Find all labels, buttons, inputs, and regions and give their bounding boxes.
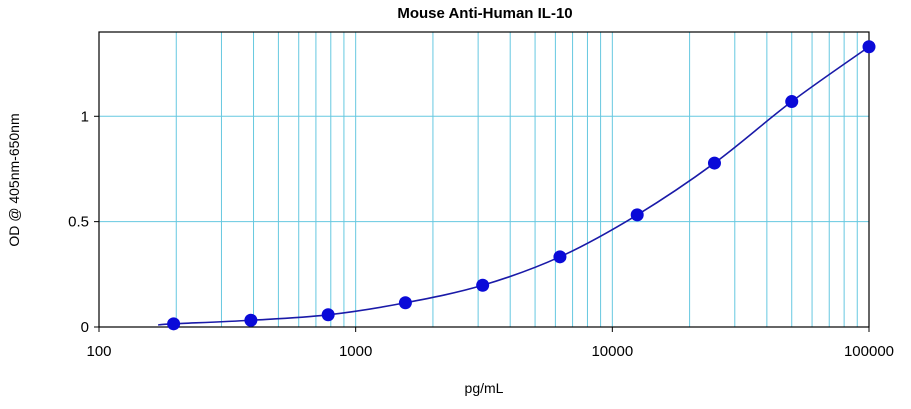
data-point xyxy=(244,313,258,327)
data-point xyxy=(398,296,412,310)
data-point xyxy=(785,95,799,109)
x-axis-label: pg/mL xyxy=(465,380,504,396)
data-points xyxy=(167,40,876,331)
x-tick-label: 100 xyxy=(86,343,111,360)
y-tick-label: 0 xyxy=(81,319,89,336)
x-tick-label: 10000 xyxy=(591,343,633,360)
x-tick-label: 100000 xyxy=(844,343,894,360)
y-tick-label: 0.5 xyxy=(68,214,89,231)
x-tick-label: 1000 xyxy=(339,343,372,360)
data-point xyxy=(321,308,335,322)
y-axis-label: OD @ 405nm-650nm xyxy=(6,113,22,246)
data-point xyxy=(553,250,567,264)
y-tick-label: 1 xyxy=(81,108,89,125)
y-axis: 00.51 xyxy=(68,108,99,336)
data-point xyxy=(476,278,490,292)
chart-title: Mouse Anti-Human IL-10 xyxy=(397,5,572,22)
data-point xyxy=(630,208,644,222)
x-axis: 100 1000 10000 100000 xyxy=(86,327,894,360)
data-point xyxy=(707,156,721,170)
data-point xyxy=(862,40,876,54)
grid xyxy=(99,32,869,327)
fit-curve xyxy=(158,46,870,326)
data-point xyxy=(167,317,181,331)
plot-frame xyxy=(98,31,870,328)
